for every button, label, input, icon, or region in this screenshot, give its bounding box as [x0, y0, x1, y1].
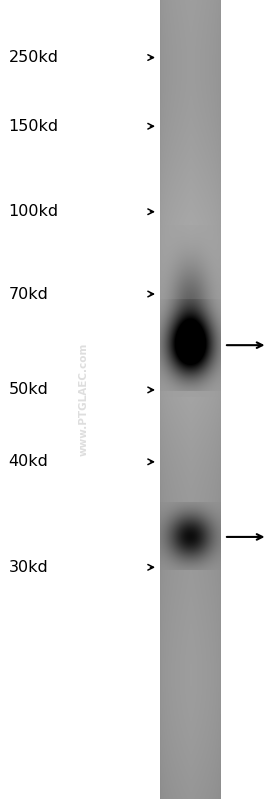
Text: 150kd: 150kd: [8, 119, 59, 133]
Text: 250kd: 250kd: [8, 50, 59, 65]
Text: 50kd: 50kd: [8, 383, 48, 397]
Text: 40kd: 40kd: [8, 455, 48, 469]
Text: 70kd: 70kd: [8, 287, 48, 301]
Text: 100kd: 100kd: [8, 205, 59, 219]
Text: 30kd: 30kd: [8, 560, 48, 574]
Text: www.PTGLAEC.com: www.PTGLAEC.com: [79, 343, 89, 456]
